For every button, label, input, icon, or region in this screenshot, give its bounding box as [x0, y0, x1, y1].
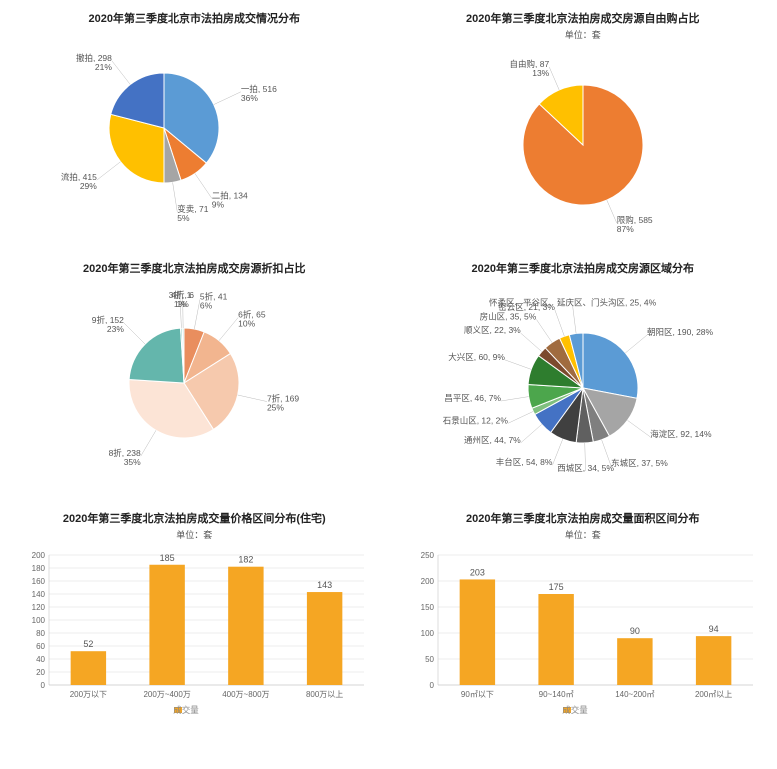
chart-6-subtitle: 单位：套 — [399, 528, 768, 541]
chart-4-panel: 2020年第三季度北京法拍房成交房源区域分布 朝阳区, 190, 28% 海淀区,… — [399, 260, 768, 490]
y-tick: 120 — [32, 603, 46, 612]
y-tick: 180 — [32, 564, 46, 573]
x-tick: 90㎡以下 — [461, 690, 494, 699]
pie-label: 房山区, 35, 5% — [479, 311, 536, 321]
pie-label: 5折, 416% — [200, 292, 228, 311]
chart-3-panel: 2020年第三季度北京法拍房成交房源折扣占比 5折, 416% 6折, 6510%… — [10, 260, 379, 490]
y-tick: 50 — [425, 655, 434, 664]
y-tick: 0 — [429, 681, 434, 690]
chart-2-subtitle: 单位：套 — [399, 28, 768, 41]
legend: 成交量 — [562, 705, 588, 715]
pie-label: 自由购, 8713% — [509, 59, 549, 78]
chart-5-subtitle: 单位：套 — [10, 528, 379, 541]
pie-label: 6折, 6510% — [238, 310, 266, 329]
x-tick: 90~140㎡ — [538, 690, 573, 699]
bar-value: 90 — [630, 626, 640, 636]
chart-1-svg: 一拍, 51636% 二拍, 1349%变卖, 715% 流拍, 41529% 撤拍,… — [14, 28, 374, 228]
pie-label: 一拍, 51636% — [241, 84, 277, 103]
pie-label: 朝阳区, 190, 28% — [647, 327, 714, 337]
bar — [696, 636, 731, 685]
bar-value: 182 — [239, 555, 254, 565]
bar-value: 52 — [84, 639, 94, 649]
pie-label: 8折, 23835% — [109, 448, 142, 467]
y-tick: 150 — [420, 603, 434, 612]
bar-value: 94 — [708, 624, 718, 634]
pie-label: 石景山区, 12, 2% — [442, 415, 508, 425]
y-tick: 140 — [32, 590, 46, 599]
pie-label: 怀柔区、平谷区、延庆区、门头沟区, 25, 4% — [489, 298, 657, 308]
legend-label: 成交量 — [562, 705, 588, 715]
chart-3-svg: 5折, 416% 6折, 6510% 7折, 16925% 8折, 23835% 9折,… — [14, 278, 374, 478]
chart-5-svg: 0 20 40 60 80 100 120 140 160 180 200 52 200万以下 185 20… — [14, 545, 374, 720]
y-tick: 200 — [420, 577, 434, 586]
x-tick: 200万~400万 — [144, 690, 191, 699]
bar — [538, 594, 573, 685]
chart-6-panel: 2020年第三季度北京法拍房成交量面积区间分布 单位：套 0 50 100 150 20… — [399, 510, 768, 740]
y-tick: 160 — [32, 577, 46, 586]
bar — [617, 638, 652, 685]
chart-6-title: 2020年第三季度北京法拍房成交量面积区间分布 — [399, 510, 768, 526]
x-tick: 400万~800万 — [222, 690, 269, 699]
x-tick: 200㎡以上 — [695, 690, 732, 699]
pie-label: 7折, 16925% — [267, 394, 299, 413]
y-tick: 20 — [36, 668, 45, 677]
x-tick: 200万以下 — [70, 690, 107, 699]
pie-label: 东城区, 37, 5% — [611, 458, 668, 468]
bar — [71, 651, 106, 685]
bar-value: 175 — [548, 582, 563, 592]
chart-6-svg: 0 50 100 150 200 250 203 90㎡以下 175 90~140㎡ 90 140~2… — [403, 545, 763, 720]
bar — [150, 565, 185, 685]
chart-2-title: 2020年第三季度北京法拍房成交房源自由购占比 — [399, 10, 768, 26]
chart-3-title: 2020年第三季度北京法拍房成交房源折扣占比 — [10, 260, 379, 276]
y-tick: 0 — [41, 681, 46, 690]
x-tick: 140~200㎡ — [615, 690, 654, 699]
y-tick: 250 — [420, 551, 434, 560]
y-tick: 40 — [36, 655, 45, 664]
bar-value: 185 — [160, 553, 175, 563]
chart-4-svg: 朝阳区, 190, 28% 海淀区, 92, 14% 东城区, 37, 5%西城区,… — [403, 278, 763, 488]
chart-2-panel: 2020年第三季度北京法拍房成交房源自由购占比 单位：套 限购, 58587% 自… — [399, 10, 768, 240]
chart-5-title: 2020年第三季度北京法拍房成交量价格区间分布(住宅) — [10, 510, 379, 526]
chart-4-title: 2020年第三季度北京法拍房成交房源区域分布 — [399, 260, 768, 276]
y-tick: 80 — [36, 629, 45, 638]
bar — [228, 567, 263, 685]
pie-label: 限购, 58587% — [617, 215, 653, 234]
bar — [307, 592, 342, 685]
y-tick: 60 — [36, 642, 45, 651]
pie-label: 二拍, 1349% — [212, 190, 248, 209]
pie-label: 流拍, 41529% — [61, 172, 97, 191]
bar-value: 143 — [317, 580, 332, 590]
pie-label: 通州区, 44, 7% — [464, 435, 521, 445]
chart-1-title: 2020年第三季度北京市法拍房成交情况分布 — [10, 10, 379, 26]
pie-label: 9折, 15223% — [92, 315, 125, 334]
x-tick: 800万以上 — [306, 690, 343, 699]
pie-label: 昌平区, 46, 7% — [444, 393, 501, 403]
pie-label: 顺义区, 22, 3% — [464, 325, 521, 335]
pie-slice — [583, 333, 638, 398]
pie-label: 撤拍, 29821% — [76, 53, 112, 72]
chart-2-svg: 限购, 58587% 自由购, 8713% — [403, 45, 763, 235]
pie-label: 变卖, 715% — [178, 204, 209, 223]
legend: 成交量 — [173, 705, 199, 715]
pie-label: 大兴区, 60, 9% — [448, 352, 505, 362]
bar-value: 203 — [470, 567, 485, 577]
legend-label: 成交量 — [173, 705, 199, 715]
y-tick: 100 — [32, 616, 46, 625]
pie-label: 丰台区, 54, 8% — [496, 457, 553, 467]
pie-label: 海淀区, 92, 14% — [650, 429, 712, 439]
y-tick: 200 — [32, 551, 46, 560]
chart-5-panel: 2020年第三季度北京法拍房成交量价格区间分布(住宅) 单位：套 0 20 40 60… — [10, 510, 379, 740]
y-tick: 100 — [420, 629, 434, 638]
chart-1-panel: 2020年第三季度北京市法拍房成交情况分布 一拍, 51636% 二拍, 1349… — [10, 10, 379, 240]
pie-label: 西城区, 34, 5% — [557, 463, 614, 473]
bar — [459, 579, 494, 685]
